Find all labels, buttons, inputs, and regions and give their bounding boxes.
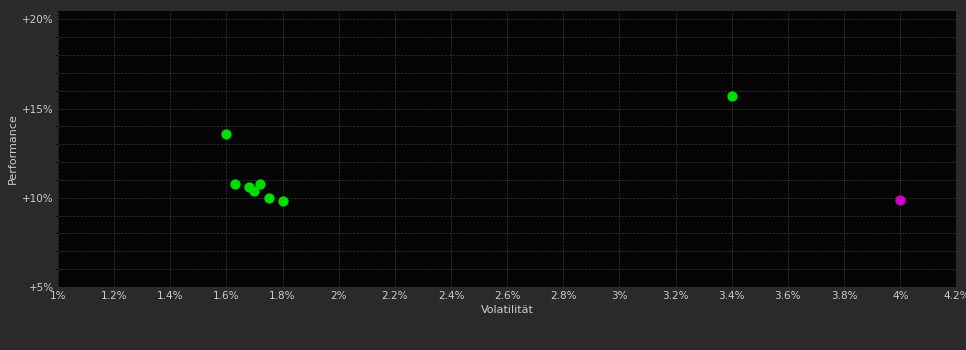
Point [242,184,257,190]
Point [252,181,268,186]
Point [274,198,290,204]
Point [261,195,276,201]
Point [227,181,242,186]
X-axis label: Volatilität: Volatilität [481,305,533,315]
Y-axis label: Performance: Performance [8,113,18,184]
Point [724,93,740,99]
Point [218,131,234,136]
Point [893,197,908,202]
Point [246,188,262,194]
